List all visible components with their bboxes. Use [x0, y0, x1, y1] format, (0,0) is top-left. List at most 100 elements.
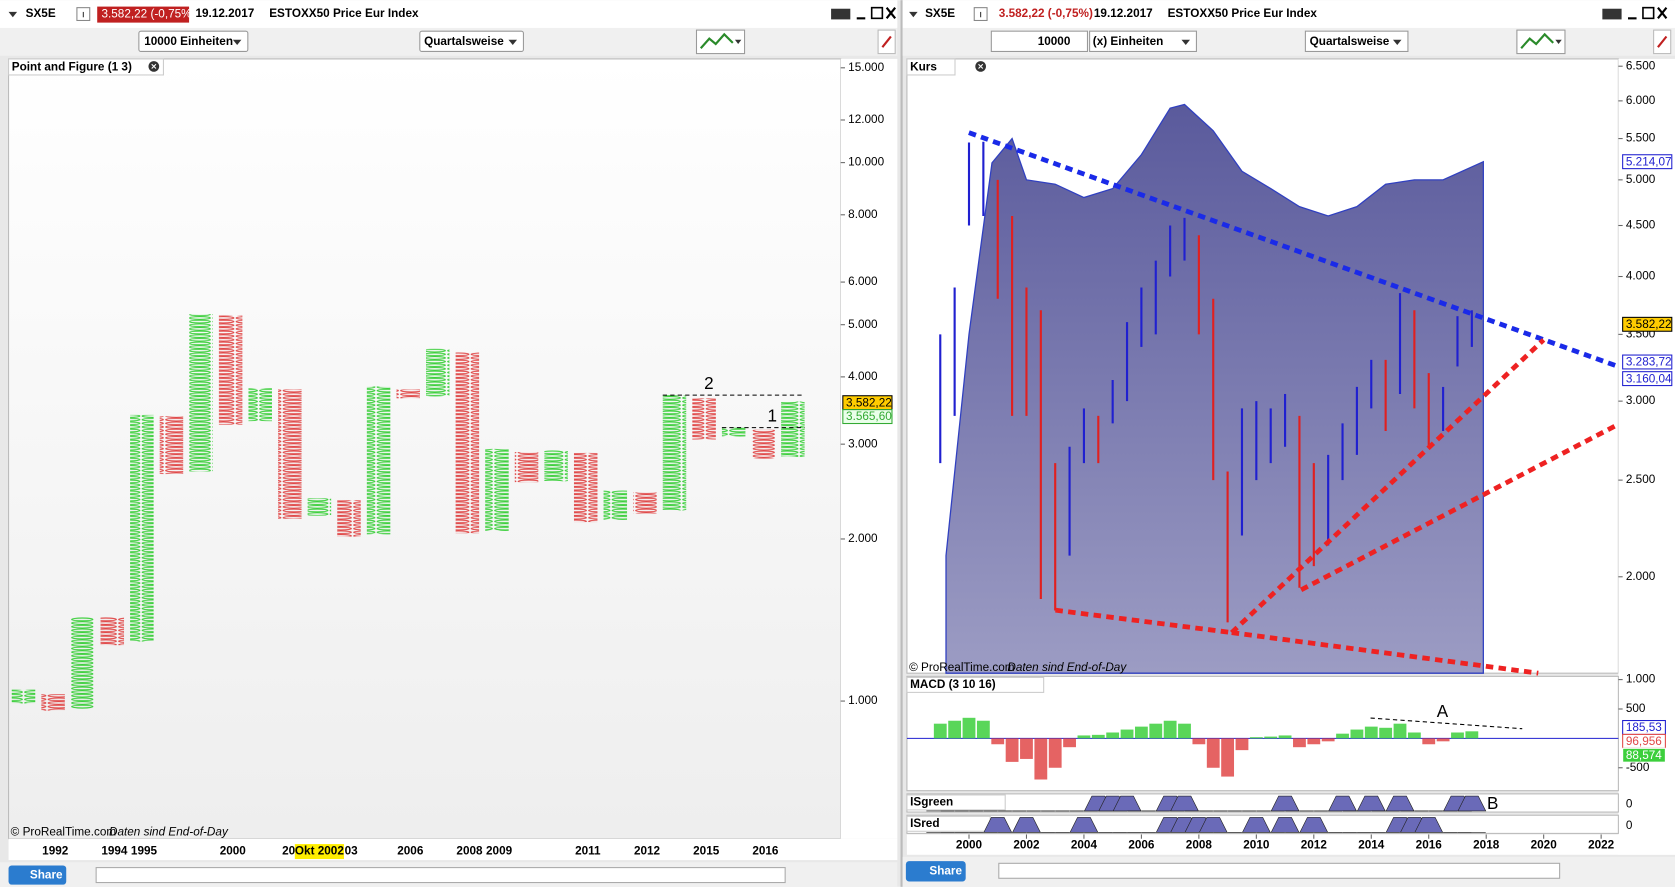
- x-tick-label: 2015: [693, 845, 720, 858]
- eod-note: Daten sind End-of-Day: [1007, 661, 1127, 674]
- macd-bar: [1034, 738, 1048, 780]
- pnf-column: [366, 386, 391, 535]
- panel-title: Point and Figure (1 3): [12, 61, 132, 74]
- info-icon[interactable]: [76, 7, 91, 22]
- macd-bar: [962, 717, 976, 739]
- macd-bar: [933, 723, 947, 739]
- macd-bar: [1393, 723, 1407, 739]
- share-button[interactable]: [905, 861, 966, 882]
- y-tick-label: 5.000: [1626, 173, 1656, 186]
- title-bar: [902, 0, 1675, 28]
- panel-title-box: [906, 676, 1045, 693]
- y-tick-label: 10.000: [848, 156, 884, 169]
- highlight-box: [294, 844, 344, 860]
- pnf-column: [633, 492, 657, 514]
- share-button[interactable]: [8, 865, 67, 885]
- y-tick-label: 3.000: [848, 437, 878, 450]
- highlight-label: Okt 2002: [295, 845, 344, 858]
- info-icon[interactable]: [973, 7, 988, 22]
- window-buttons[interactable]: [1602, 6, 1668, 20]
- period: Quartalsweise: [424, 35, 504, 48]
- annotation-line: [1370, 717, 1523, 730]
- macd-bar: [1407, 732, 1421, 739]
- isgreen-title: ISgreen: [910, 796, 953, 809]
- y-tick-label: 5.000: [848, 318, 878, 331]
- y-tick-label: 4.000: [848, 370, 878, 383]
- dropdown-arrow: [232, 39, 242, 46]
- period-dropdown[interactable]: [1304, 30, 1409, 52]
- chart-type-button[interactable]: [1516, 29, 1566, 55]
- scrollbar[interactable]: [95, 867, 786, 884]
- x-tick-label: 2000: [956, 838, 983, 851]
- x-tick-label: 1995: [131, 845, 158, 858]
- y-tick-label: 3.000: [1626, 394, 1656, 407]
- x-tick-label: 2006: [1128, 838, 1155, 851]
- x-tick-label: 2016: [752, 845, 779, 858]
- macd-bar: [1235, 738, 1249, 751]
- time-axis: [906, 834, 1675, 855]
- date: 19.12.2017: [1094, 7, 1153, 20]
- units-dropdown[interactable]: [1089, 30, 1197, 52]
- y-tick-label: 1.000: [1626, 673, 1656, 686]
- panel-title: Kurs: [910, 61, 937, 74]
- period-dropdown[interactable]: [419, 30, 524, 52]
- signal-block: [1457, 795, 1487, 812]
- symbol: SX5E: [925, 7, 955, 20]
- price-label: 3.283,72: [1626, 356, 1672, 369]
- macd-bar: [1249, 737, 1263, 739]
- annotation: A: [1437, 702, 1449, 721]
- macd-area: [906, 675, 1619, 792]
- y-tick-label: 500: [1626, 702, 1646, 715]
- macd-bar: [1149, 723, 1163, 739]
- units-dropdown[interactable]: [138, 30, 249, 52]
- change: 3.582,22 (-0,75%): [101, 8, 195, 21]
- panel-close[interactable]: [975, 61, 986, 72]
- macd-bar: [1048, 738, 1062, 768]
- chart-type-button[interactable]: [695, 29, 746, 55]
- price-label: 3.565,60: [846, 410, 892, 423]
- pnf-column: [662, 395, 687, 511]
- scrollbar[interactable]: [998, 862, 1561, 879]
- menu-arrow[interactable]: [909, 11, 918, 18]
- trend-line: [1231, 630, 1539, 676]
- price-label: 88,574: [1626, 749, 1662, 762]
- quantity-input[interactable]: [990, 30, 1089, 52]
- watermark: © ProRealTime.com: [11, 825, 117, 838]
- change: 3.582,22 (-0,75%): [999, 7, 1093, 20]
- pnf-column: [248, 388, 272, 422]
- isred-title: ISred: [910, 817, 939, 830]
- menu-arrow[interactable]: [8, 11, 18, 18]
- x-tick-label: 2010: [1243, 838, 1270, 851]
- price-label: 185,53: [1626, 721, 1662, 734]
- tools-button[interactable]: [877, 29, 896, 55]
- period: Quartalsweise: [1310, 35, 1390, 48]
- y-tick-label: 15.000: [848, 61, 884, 74]
- macd-bar: [1436, 738, 1450, 742]
- share-label: Share: [30, 869, 63, 882]
- macd-bar: [1350, 729, 1364, 739]
- panel-close[interactable]: [148, 61, 160, 72]
- y-tick-label: 4.000: [1626, 270, 1656, 283]
- pnf-column: [100, 617, 125, 646]
- macd-bar: [1178, 723, 1191, 739]
- macd-bar: [1321, 738, 1335, 742]
- time-axis: [8, 838, 898, 861]
- y-tick-label: 12.000: [848, 113, 884, 126]
- symbol: SX5E: [26, 7, 56, 20]
- macd-bar: [1077, 735, 1091, 739]
- price-axis: [840, 58, 898, 839]
- x-tick-label: 2004: [1071, 838, 1098, 851]
- pnf-column: [396, 389, 420, 399]
- macd-bar: [1005, 738, 1019, 762]
- band-area: [945, 103, 1484, 674]
- watermark: © ProRealTime.com: [909, 661, 1015, 674]
- pnf-column: [751, 429, 776, 459]
- trend-line: [1055, 607, 1232, 635]
- panel-title-box: [906, 58, 956, 76]
- window-buttons[interactable]: [831, 6, 897, 20]
- x-tick-label: 2018: [1473, 838, 1500, 851]
- tools-button[interactable]: [1653, 29, 1672, 55]
- x-tick-label: 03: [345, 845, 359, 858]
- pnf-column: [130, 414, 154, 642]
- price-label-box: [1622, 371, 1673, 387]
